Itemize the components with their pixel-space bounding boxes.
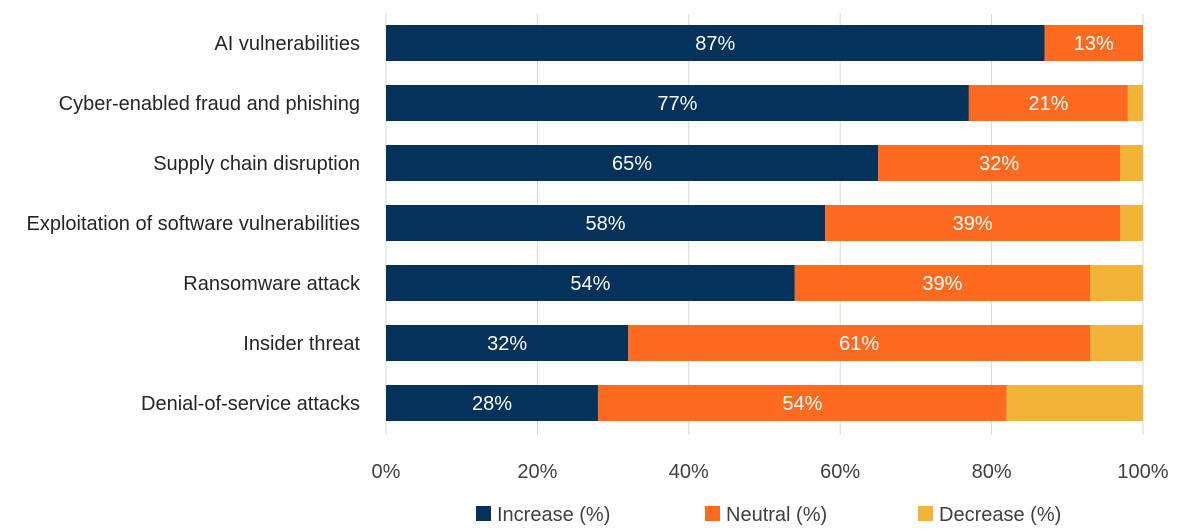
- x-tick-label: 100%: [1117, 461, 1168, 483]
- bar-segment: [386, 265, 795, 301]
- category-label: Denial-of-service attacks: [141, 393, 360, 415]
- data-label: 39%: [922, 273, 962, 295]
- data-label: 54%: [782, 393, 822, 415]
- bar-segment: [1120, 145, 1143, 181]
- category-label: Supply chain disruption: [153, 153, 360, 175]
- category-label: Insider threat: [243, 333, 360, 355]
- legend-label: Decrease (%): [939, 504, 1061, 526]
- x-axis-ticks: 0% 20% 40% 60% 80% 100%: [372, 461, 1169, 483]
- data-label: 21%: [1028, 93, 1068, 115]
- x-tick-label: 0%: [372, 461, 401, 483]
- category-label: Ransomware attack: [183, 273, 361, 295]
- category-labels: AI vulnerabilities Cyber-enabled fraud an…: [26, 33, 361, 415]
- data-label: 39%: [953, 213, 993, 235]
- data-label: 87%: [695, 33, 735, 55]
- x-tick-label: 60%: [820, 461, 860, 483]
- bar-segment: [386, 205, 826, 241]
- category-label: AI vulnerabilities: [214, 33, 360, 55]
- data-label: 65%: [612, 153, 652, 175]
- legend-label: Increase (%): [497, 504, 610, 526]
- bar-segment: [386, 25, 1045, 61]
- bar-segment: [386, 325, 629, 361]
- data-label: 61%: [839, 333, 879, 355]
- data-label: 13%: [1074, 33, 1114, 55]
- legend-label: Neutral (%): [726, 504, 827, 526]
- data-label: 28%: [472, 393, 512, 415]
- bar-segment: [1120, 205, 1143, 241]
- bar-segment: [878, 145, 1121, 181]
- data-label: 77%: [657, 93, 697, 115]
- legend-swatch: [918, 506, 933, 521]
- category-label: Exploitation of software vulnerabilities: [26, 213, 360, 235]
- bar-segment: [386, 85, 969, 121]
- legend-swatch: [476, 506, 491, 521]
- data-label: 54%: [570, 273, 610, 295]
- bar-segment: [628, 325, 1091, 361]
- data-label: 32%: [979, 153, 1019, 175]
- legend: Increase (%) Neutral (%) Decrease (%): [476, 504, 1061, 526]
- x-tick-label: 20%: [517, 461, 557, 483]
- bar-segment: [794, 265, 1091, 301]
- bar-segment: [825, 205, 1121, 241]
- bar-segment: [597, 385, 1007, 421]
- bar-segment: [1006, 385, 1143, 421]
- x-tick-label: 40%: [669, 461, 709, 483]
- data-label: 58%: [586, 213, 626, 235]
- legend-swatch: [705, 506, 720, 521]
- x-tick-label: 80%: [972, 461, 1012, 483]
- bar-segment: [386, 385, 598, 421]
- bar-segment: [1090, 325, 1143, 361]
- bar-segment: [386, 145, 879, 181]
- bar-segment: [968, 85, 1128, 121]
- data-label: 32%: [487, 333, 527, 355]
- category-label: Cyber-enabled fraud and phishing: [59, 93, 360, 115]
- bars: 87% 13% 77% 21% 65% 32% 58% 39% 54% 39% 32% 61% 28% 5…: [386, 25, 1143, 421]
- bar-segment: [1044, 25, 1143, 61]
- bar-segment: [1090, 265, 1143, 301]
- bar-segment: [1127, 85, 1143, 121]
